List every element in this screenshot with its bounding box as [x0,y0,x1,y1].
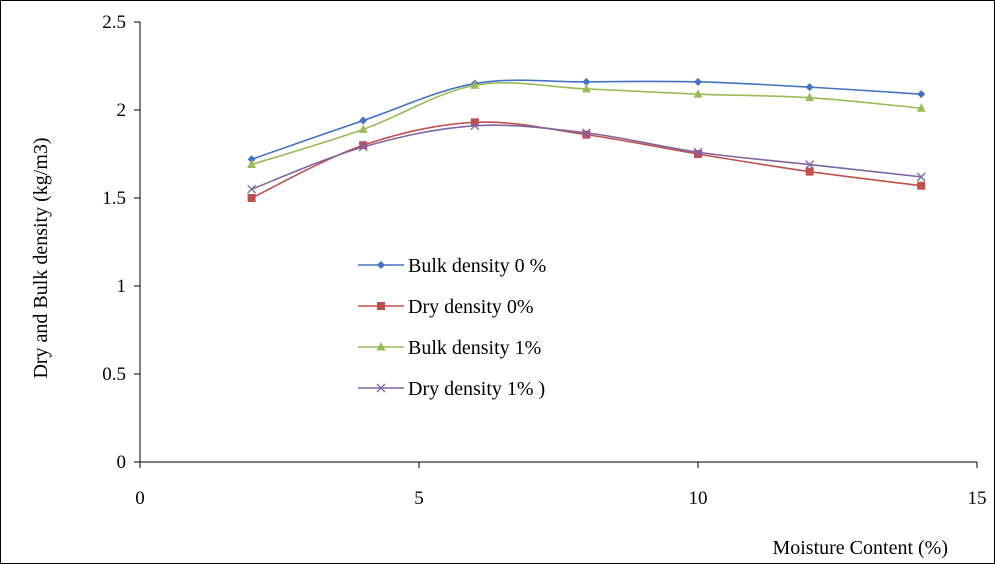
data-point [916,172,926,182]
data-point [917,181,926,190]
axes: 0 0.5 1 1.5 2 2.5 0 5 10 15 [102,12,986,509]
y-tick-label: 2 [117,100,127,121]
data-point [470,121,480,131]
legend-label: Bulk density 0 % [408,255,546,277]
legend-label: Bulk density 1% [408,337,541,359]
legend-item: Dry density 1% ) [358,378,545,400]
legend-item: Bulk density 0 % [358,255,546,277]
legend: Bulk density 0 % Dry density 0% Bulk densi… [358,255,546,400]
x-tick-label: 5 [414,488,424,509]
x-tick-label: 0 [135,488,145,509]
data-point [805,92,815,102]
y-tick-label: 2.5 [102,12,126,33]
y-tick-label: 1.5 [102,188,126,209]
legend-marker [376,342,386,351]
data-point [582,77,591,86]
data-point [917,90,926,99]
y-tick-label: 0.5 [102,364,126,385]
x-tick-label: 15 [968,488,987,509]
data-point [358,124,368,133]
data-point [247,155,256,164]
x-tick-label: 10 [689,488,708,509]
series-layer [247,77,926,202]
y-axis-title: Dry and Bulk density (kg/m3) [30,137,52,378]
data-point [805,160,815,170]
legend-item: Bulk density 1% [358,337,541,359]
data-point [470,80,480,89]
legend-marker [376,383,386,393]
data-point [358,142,368,152]
series-2 [247,118,926,202]
legend-label: Dry density 1% ) [408,378,545,400]
data-point [359,116,368,125]
series-3 [247,80,926,169]
data-point [694,150,702,158]
data-point [693,147,703,157]
legend-label: Dry density 0% [408,296,534,318]
series-1 [247,77,926,164]
data-point [581,128,591,138]
data-point [247,184,257,194]
legend-item: Dry density 0% [358,296,534,318]
y-tick-label: 1 [117,276,127,297]
data-point [247,194,256,202]
data-point [582,130,591,139]
legend-marker [377,261,385,269]
x-axis-title: Moisture Content (%) [772,537,948,559]
data-point [247,159,257,169]
data-point [916,103,926,112]
data-point [693,89,703,98]
y-tick-label: 0 [117,452,127,473]
data-point [805,83,814,92]
series-4 [247,121,926,194]
data-point [805,167,814,176]
data-point [581,83,591,93]
data-point [694,77,702,86]
data-point [470,118,479,127]
data-point [359,141,368,150]
legend-marker [377,302,385,310]
